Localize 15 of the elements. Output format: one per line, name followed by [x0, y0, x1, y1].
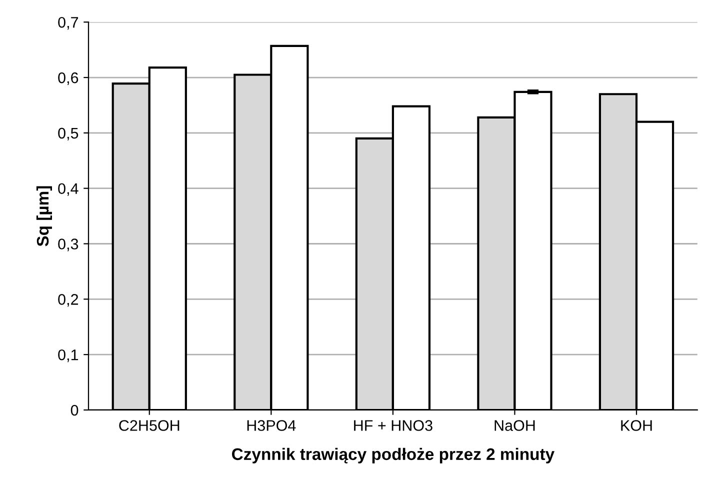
- y-tick-label: 0,2: [58, 294, 78, 307]
- y-tick-label: 0,3: [58, 238, 78, 252]
- x-tick-label: H3PO4: [247, 420, 296, 431]
- y-tick-label: 0,7: [58, 16, 78, 30]
- y-tick-label: 0,1: [58, 349, 78, 362]
- x-axis-title: Czynnik trawiący podłoże przez 2 minuty: [232, 448, 554, 464]
- y-axis-title: Sq [µm]: [36, 186, 52, 246]
- y-tick-label: 0,6: [58, 72, 78, 85]
- x-tick-label: NaOH: [494, 420, 535, 431]
- x-tick-label: HF + HNO3: [354, 420, 432, 431]
- y-tick-label: 0,5: [58, 128, 78, 140]
- x-tick-label: KOH: [621, 420, 652, 431]
- y-tick-label: 0: [70, 404, 78, 416]
- x-tick-label: C2H5OH: [119, 420, 180, 431]
- y-tick-label: 0,4: [58, 183, 78, 196]
